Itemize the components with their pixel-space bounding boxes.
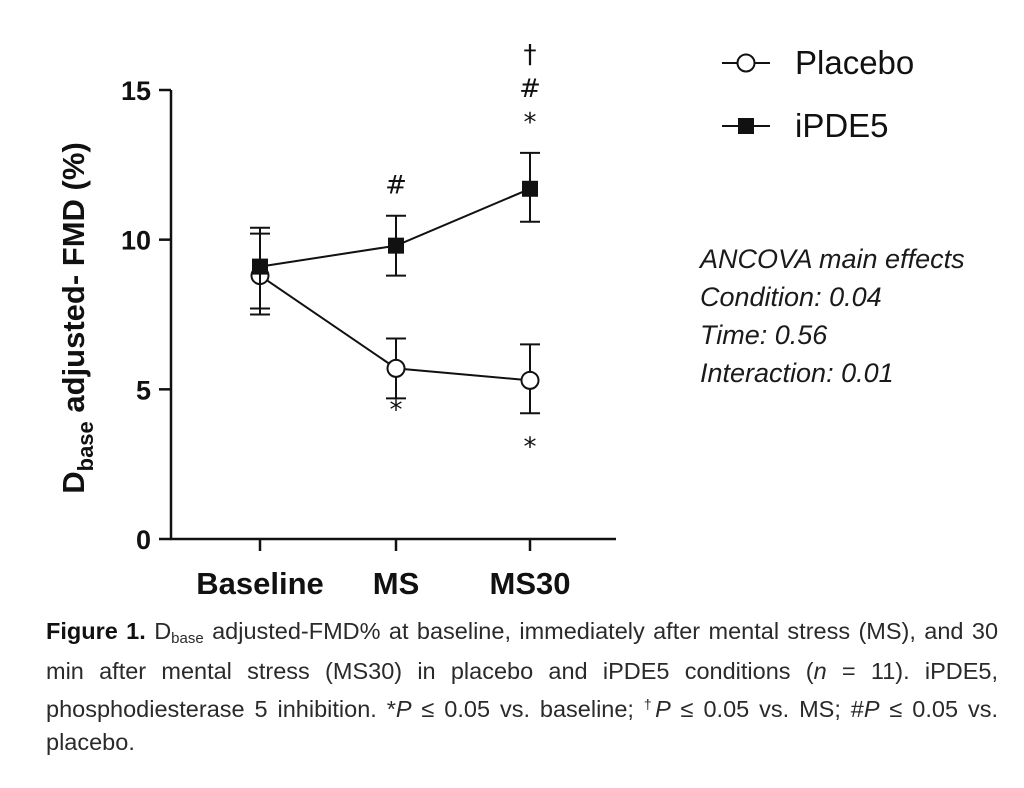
data-point-ipde5 xyxy=(522,180,538,197)
legend-item-ipde5: iPDE5 xyxy=(722,107,889,144)
legend-label-ipde5: iPDE5 xyxy=(795,107,889,144)
series-ipde5 xyxy=(250,151,540,310)
stats-note-line: Condition: 0.04 xyxy=(700,282,882,312)
y-axis-label: Dbase adjusted- FMD (%) xyxy=(56,142,98,494)
caption-text-2: = 11). iPDE5, phosphodiesterase 5 inhibi… xyxy=(46,658,998,722)
y-tick-label: 15 xyxy=(121,76,151,106)
axes xyxy=(169,90,616,541)
caption-n: n xyxy=(813,658,827,684)
y-tick-label: 5 xyxy=(136,375,151,405)
data-point-placebo xyxy=(520,370,540,390)
data-point-ipde5 xyxy=(252,258,268,275)
y-tick-label: 0 xyxy=(136,525,151,555)
caption-text-1: adjusted-FMD% at baseline, immediately a… xyxy=(46,618,999,684)
stats-note-line: Time: 0.56 xyxy=(700,320,828,350)
x-ticks: Baseline MS MS30 xyxy=(196,539,570,601)
series xyxy=(250,151,540,415)
y-ticks: 0 5 10 15 xyxy=(121,76,171,555)
caption-p-2: P xyxy=(655,696,671,722)
caption-text-3: ≤ 0.05 vs. baseline; xyxy=(411,696,644,722)
x-tick-label-ms: MS xyxy=(373,566,420,601)
y-label-subscript: base xyxy=(73,421,98,471)
caption-p-3: P xyxy=(863,696,880,722)
caption-text-4: ≤ 0.05 vs. MS; # xyxy=(670,696,864,722)
significance-marker: # xyxy=(519,74,541,104)
significance-marker: * xyxy=(390,395,403,425)
legend-item-placebo: Placebo xyxy=(722,44,914,81)
y-label-d: D xyxy=(56,471,91,493)
svg-text:Dbase adjusted- FMD (%): Dbase adjusted- FMD (%) xyxy=(56,142,98,494)
stats-note-line: ANCOVA main effects xyxy=(698,244,965,274)
legend-label-placebo: Placebo xyxy=(795,44,914,81)
significance-marker: * xyxy=(524,432,537,462)
legend-marker-ipde5 xyxy=(738,118,754,134)
legend-marker-placebo xyxy=(736,53,756,73)
stats-note: ANCOVA main effects Condition: 0.04 Time: … xyxy=(698,244,965,388)
y-label-rest: adjusted- FMD (%) xyxy=(56,142,91,421)
caption-d: D xyxy=(154,618,172,644)
x-tick-label-ms30: MS30 xyxy=(490,566,571,601)
y-tick-label: 10 xyxy=(121,226,151,256)
x-tick-label-baseline: Baseline xyxy=(196,566,324,601)
annotations: # * # † * * xyxy=(385,40,541,462)
significance-marker: * xyxy=(524,108,537,138)
data-point-placebo xyxy=(386,358,406,378)
line-chart: 0 5 10 15 Baseline MS MS30 Dbase adjusted- FM… xyxy=(56,40,965,601)
significance-marker: # xyxy=(385,171,407,201)
caption-p-1: P xyxy=(395,696,412,722)
caption-text-5: ≤ 0.05 vs. placebo. xyxy=(46,696,998,755)
data-point-ipde5 xyxy=(388,237,404,254)
stats-note-line: Interaction: 0.01 xyxy=(700,358,894,388)
caption-dagger: † xyxy=(643,696,656,712)
legend: Placebo iPDE5 xyxy=(722,44,914,144)
figure-caption: Figure 1. Dbase adjusted-FMD% at baselin… xyxy=(46,615,998,759)
significance-marker: † xyxy=(524,40,537,70)
caption-label: Figure 1. xyxy=(46,618,146,644)
caption-d-subscript: base xyxy=(171,630,204,647)
